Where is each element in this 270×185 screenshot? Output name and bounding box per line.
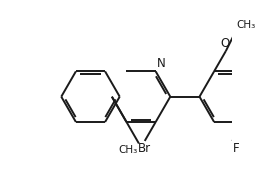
- Text: O: O: [220, 37, 230, 50]
- Text: N: N: [157, 57, 166, 70]
- Text: F: F: [233, 142, 239, 155]
- Text: CH₃: CH₃: [118, 145, 137, 155]
- Text: CH₃: CH₃: [237, 20, 256, 30]
- Text: Br: Br: [138, 142, 151, 155]
